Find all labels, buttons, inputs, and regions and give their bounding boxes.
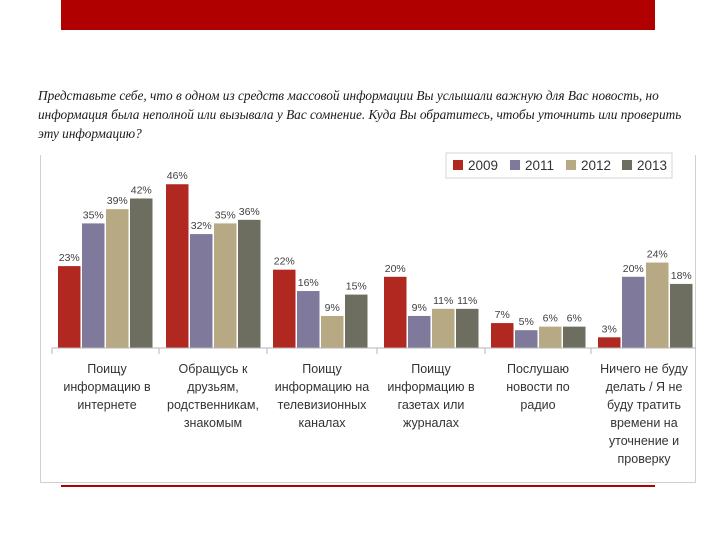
bar-2011-cat-5	[515, 330, 538, 348]
bar-2013-cat-1	[130, 198, 153, 348]
bar-2012-cat-4	[432, 308, 455, 348]
legend-swatch-2012	[566, 160, 576, 170]
category-label: Поищу	[411, 362, 451, 376]
data-label: 16%	[298, 277, 319, 289]
legend-label-2011: 2011	[525, 158, 554, 173]
legend-box	[445, 152, 673, 179]
question-text: Представьте себе, что в одном из средств…	[38, 88, 682, 141]
data-label: 9%	[412, 302, 427, 314]
data-label: 46%	[167, 170, 188, 182]
data-label: 35%	[215, 209, 236, 221]
legend-swatch-2009	[453, 160, 463, 170]
data-label: 18%	[671, 270, 692, 282]
category-label: проверку	[618, 452, 672, 466]
data-label: 22%	[274, 256, 295, 268]
legend-label-2013: 2013	[637, 158, 667, 173]
data-label: 3%	[602, 323, 617, 335]
data-label: 6%	[543, 313, 558, 325]
bar-2009-cat-3	[273, 269, 296, 348]
bar-2013-cat-6	[670, 283, 693, 348]
bar-2013-cat-2	[238, 219, 261, 348]
bar-2013-cat-3	[345, 294, 368, 348]
legend-swatch-2013	[622, 160, 632, 170]
header-bar	[61, 0, 655, 30]
data-label: 7%	[495, 309, 510, 321]
data-label: 32%	[191, 220, 212, 232]
category-label: информацию в	[63, 380, 151, 394]
bar-2013-cat-5	[563, 326, 586, 348]
data-label: 20%	[623, 263, 644, 275]
category-label: радио	[520, 398, 555, 412]
data-label: 35%	[83, 209, 104, 221]
bar-2009-cat-2	[166, 184, 189, 348]
chart-frame	[40, 155, 696, 483]
bar-2009-cat-5	[491, 323, 514, 348]
category-label: интернете	[77, 398, 136, 412]
data-label: 9%	[325, 302, 340, 314]
bar-2009-cat-4	[384, 276, 407, 348]
footer-rule	[61, 485, 655, 487]
category-label: Послушаю	[507, 362, 569, 376]
bar-2012-cat-6	[646, 262, 669, 348]
data-label: 39%	[107, 195, 128, 207]
category-label: информацию в	[387, 380, 475, 394]
data-label: 5%	[519, 316, 534, 328]
category-label: журналах	[403, 416, 460, 430]
bar-2011-cat-1	[82, 223, 105, 348]
category-label: телевизионных	[278, 398, 367, 412]
category-label: делать / Я не	[606, 380, 683, 394]
category-label: Ничего не буду	[600, 362, 689, 376]
bar-2012-cat-3	[321, 315, 344, 348]
data-label: 11%	[457, 295, 477, 307]
category-label: друзьям,	[187, 380, 238, 394]
bar-2011-cat-2	[190, 234, 213, 348]
data-label: 24%	[647, 249, 668, 261]
legend-label-2009: 2009	[468, 158, 498, 173]
data-label: 15%	[346, 281, 367, 293]
category-label: Обращусь к	[178, 362, 248, 376]
category-label: буду тратить	[607, 398, 681, 412]
data-label: 20%	[385, 263, 406, 275]
legend-label-2012: 2012	[581, 158, 611, 173]
bar-2012-cat-5	[539, 326, 562, 348]
bar-2011-cat-3	[297, 291, 320, 348]
data-label: 6%	[567, 313, 582, 325]
bar-2012-cat-2	[214, 223, 237, 348]
bar-2009-cat-1	[58, 266, 81, 348]
category-label: Поищу	[87, 362, 127, 376]
data-label: 23%	[59, 252, 80, 264]
category-label: информацию на	[275, 380, 370, 394]
category-label: родственникам,	[167, 398, 259, 412]
data-label: 36%	[239, 206, 260, 218]
data-label: 42%	[131, 184, 152, 196]
category-label: каналах	[298, 416, 346, 430]
bar-2012-cat-1	[106, 209, 129, 348]
data-label: 11%	[433, 295, 453, 307]
legend-swatch-2011	[510, 160, 520, 170]
bar-2009-cat-6	[598, 337, 621, 348]
category-label: времени на	[610, 416, 677, 430]
category-label: новости по	[506, 380, 570, 394]
bar-2011-cat-6	[622, 276, 645, 348]
category-label: знакомым	[184, 416, 242, 430]
category-label: Поищу	[302, 362, 342, 376]
category-label: уточнение и	[609, 434, 679, 448]
bar-2013-cat-4	[456, 308, 479, 348]
bar-2011-cat-4	[408, 315, 431, 348]
category-label: газетах или	[398, 398, 465, 412]
